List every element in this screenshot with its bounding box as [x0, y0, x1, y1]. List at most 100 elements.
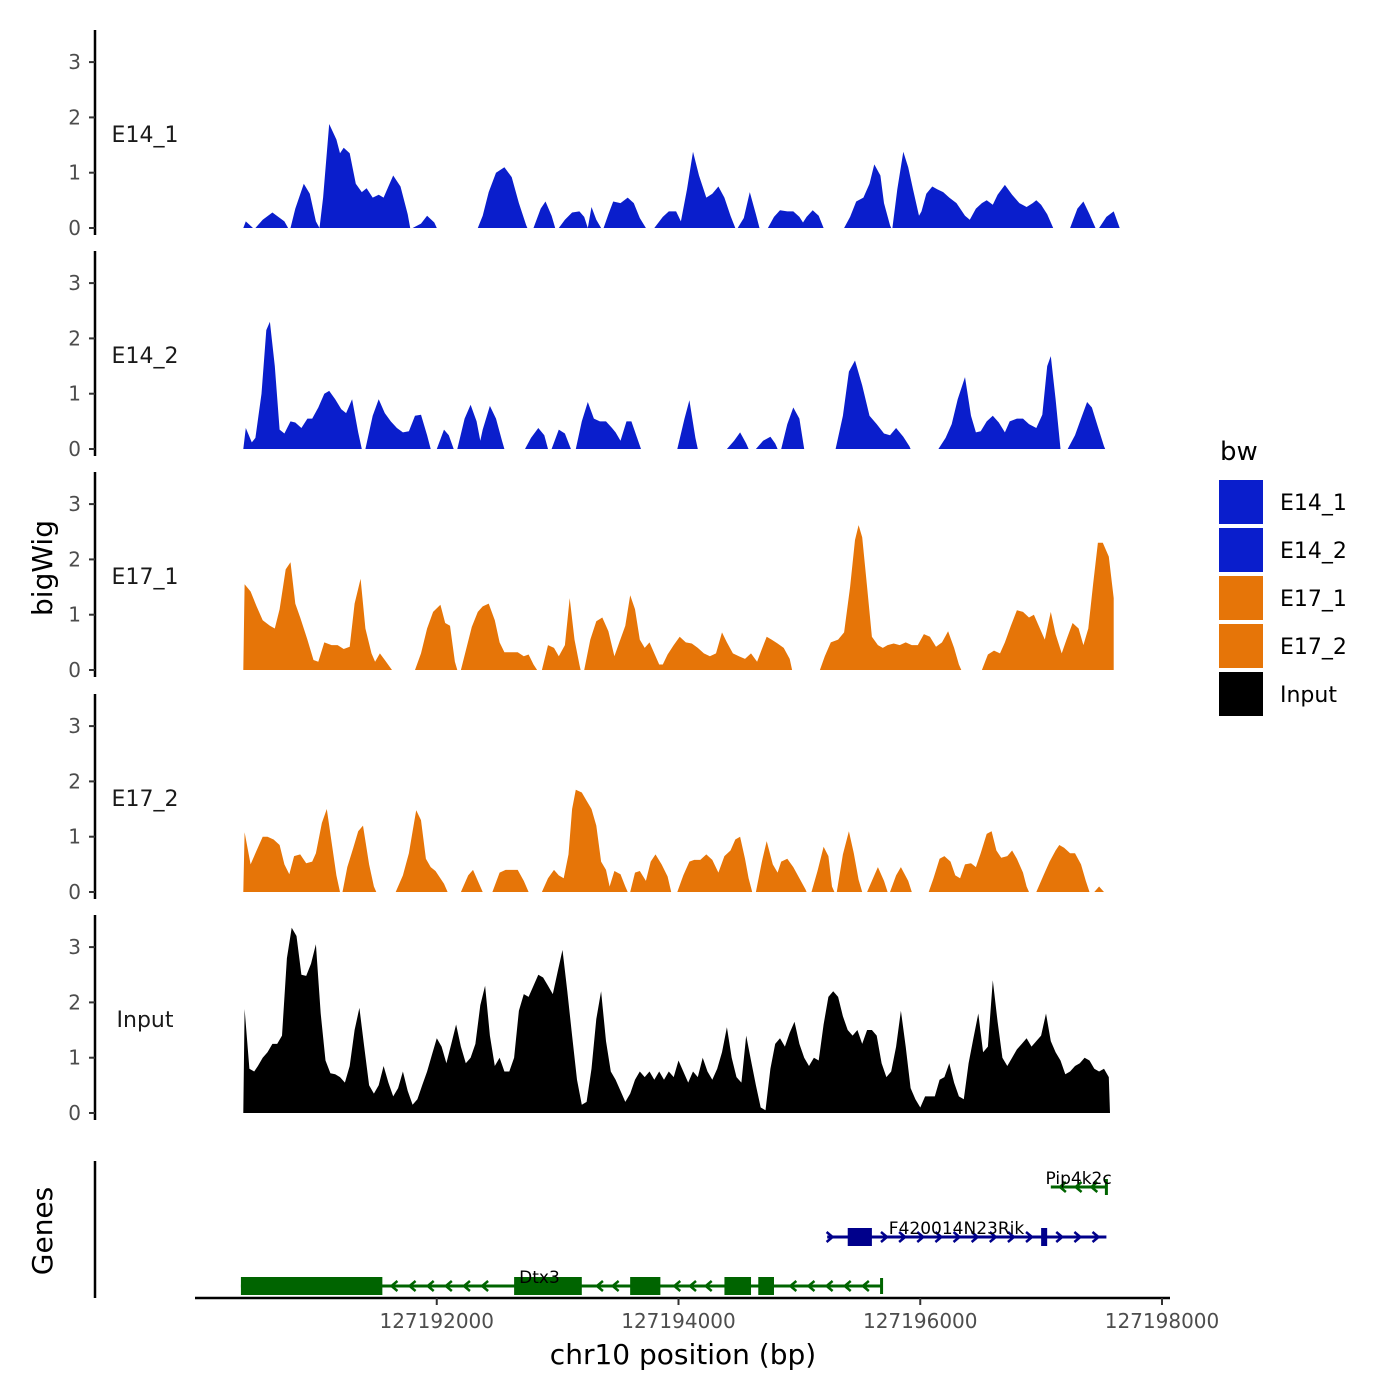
- strand-arrow: [1007, 1231, 1016, 1243]
- y-tick-label: 2: [68, 990, 81, 1014]
- strand-arrow: [1057, 1181, 1067, 1193]
- x-axis: 127192000 127194000 127196000 127198000: [195, 1296, 1220, 1333]
- gene-track: Dtx3 F420014N23Rik Pip4k2c: [93, 1161, 1112, 1298]
- legend-label: E17_1: [1280, 587, 1347, 612]
- strand-arrow: [703, 1280, 713, 1292]
- y-tick-label: 3: [68, 935, 81, 959]
- genes-panel-title: Genes: [26, 1187, 59, 1275]
- strand-arrow: [443, 1280, 453, 1292]
- track-label: E17_1: [112, 565, 179, 590]
- gene-Dtx3: Dtx3: [240, 1268, 884, 1295]
- strand-arrow: [425, 1280, 435, 1292]
- legend-swatch: [1219, 528, 1263, 572]
- strand-arrow: [462, 1280, 471, 1292]
- coverage-area-E17_1: [243, 525, 1114, 670]
- y-axis-title: bigWig: [26, 520, 59, 616]
- strand-arrow: [1073, 1231, 1083, 1243]
- gene-label: F420014N23Rik: [889, 1219, 1025, 1239]
- track-E17_2: 0 1 2 3 E17_2: [68, 694, 1105, 904]
- strand-arrow: [806, 1280, 816, 1292]
- gene-exon: [630, 1277, 661, 1295]
- strand-arrow: [842, 1280, 852, 1292]
- legend-swatch: [1219, 576, 1263, 620]
- legend-item-E17_2: E17_2: [1219, 624, 1347, 668]
- track-E14_2: 0 1 2 3 E14_2: [68, 251, 1106, 461]
- strand-arrow: [672, 1280, 682, 1292]
- y-tick-label: 3: [68, 492, 81, 516]
- y-tick-label: 2: [68, 769, 81, 793]
- legend-label: Input: [1280, 683, 1337, 708]
- strand-arrow: [389, 1280, 399, 1292]
- gene-F420014N23Rik: F420014N23Rik: [825, 1219, 1107, 1246]
- strand-arrow: [1089, 1181, 1099, 1193]
- track-label: E17_2: [112, 787, 179, 812]
- track-Input: 0 1 2 3 Input: [68, 915, 1111, 1125]
- track-label: E14_2: [112, 344, 179, 369]
- coverage-area-E14_2: [243, 321, 1106, 449]
- strand-arrow: [860, 1280, 870, 1292]
- y-tick-label: 2: [68, 105, 81, 129]
- strand-arrow: [916, 1231, 926, 1243]
- strand-arrow: [824, 1280, 834, 1292]
- y-tick-label: 1: [68, 825, 81, 849]
- y-tick-label: 1: [68, 161, 81, 185]
- legend-item-E14_1: E14_1: [1219, 480, 1347, 524]
- x-tick-label: 127194000: [621, 1309, 736, 1333]
- y-tick-label: 0: [68, 658, 81, 682]
- gene-Pip4k2c: Pip4k2c: [1045, 1169, 1112, 1195]
- strand-arrow: [988, 1231, 998, 1243]
- y-tick-label: 0: [68, 216, 81, 240]
- y-tick-label: 3: [68, 271, 81, 295]
- strand-arrow: [880, 1231, 889, 1243]
- strand-arrow: [594, 1280, 604, 1292]
- y-tick-label: 2: [68, 326, 81, 350]
- gene-label: Pip4k2c: [1045, 1169, 1111, 1189]
- strand-arrow: [1073, 1181, 1083, 1193]
- legend-title: bw: [1220, 437, 1258, 467]
- legend-label: E14_1: [1280, 491, 1347, 516]
- y-tick-label: 3: [68, 50, 81, 74]
- x-tick-label: 127198000: [1105, 1309, 1220, 1333]
- coverage-area-E17_2: [243, 789, 1105, 892]
- strand-arrow: [407, 1280, 417, 1292]
- coverage-area-Input: [243, 927, 1111, 1113]
- legend-label: E14_2: [1280, 539, 1347, 564]
- strand-arrow: [970, 1231, 980, 1243]
- strand-arrow: [480, 1280, 489, 1292]
- strand-arrow: [1091, 1231, 1101, 1243]
- legend-swatch: [1219, 672, 1263, 716]
- x-tick-label: 127196000: [863, 1309, 978, 1333]
- x-tick-label: 127192000: [379, 1309, 494, 1333]
- strand-arrow: [898, 1231, 908, 1243]
- gene-exon: [240, 1277, 383, 1295]
- strand-arrow: [610, 1280, 620, 1292]
- track-label: E14_1: [112, 123, 179, 148]
- y-tick-label: 1: [68, 382, 81, 406]
- strand-arrow: [1025, 1231, 1034, 1243]
- strand-arrow: [934, 1231, 944, 1243]
- strand-arrow: [825, 1231, 835, 1243]
- track-label: Input: [117, 1008, 174, 1033]
- strand-arrow: [952, 1231, 962, 1243]
- y-tick-label: 2: [68, 547, 81, 571]
- strand-arrow: [1055, 1231, 1065, 1243]
- x-axis-title: chr10 position (bp): [550, 1338, 816, 1371]
- track-E14_1: 0 1 2 3 E14_1: [68, 30, 1120, 240]
- y-tick-label: 0: [68, 1101, 81, 1125]
- strand-arrow: [688, 1280, 697, 1292]
- legend-item-E14_2: E14_2: [1219, 528, 1347, 572]
- legend-swatch: [1219, 624, 1263, 668]
- legend-swatch: [1219, 480, 1263, 524]
- legend-label: E17_2: [1280, 635, 1347, 660]
- y-tick-label: 0: [68, 437, 81, 461]
- legend-item-E17_1: E17_1: [1219, 576, 1347, 620]
- legend-item-Input: Input: [1219, 672, 1337, 716]
- gene-exon: [847, 1228, 872, 1246]
- track-E17_1: 0 1 2 3 E17_1: [68, 472, 1114, 682]
- strand-arrow: [788, 1280, 798, 1292]
- y-tick-label: 1: [68, 1046, 81, 1070]
- y-tick-label: 0: [68, 880, 81, 904]
- y-tick-label: 3: [68, 714, 81, 738]
- bigwig-tracks: 0 1 2 3 E14_1 0 1 2 3 E14_2 0 1 2 3 E17_1 0 1 2 3 E17_2 0 1 2 3…: [68, 30, 1120, 1125]
